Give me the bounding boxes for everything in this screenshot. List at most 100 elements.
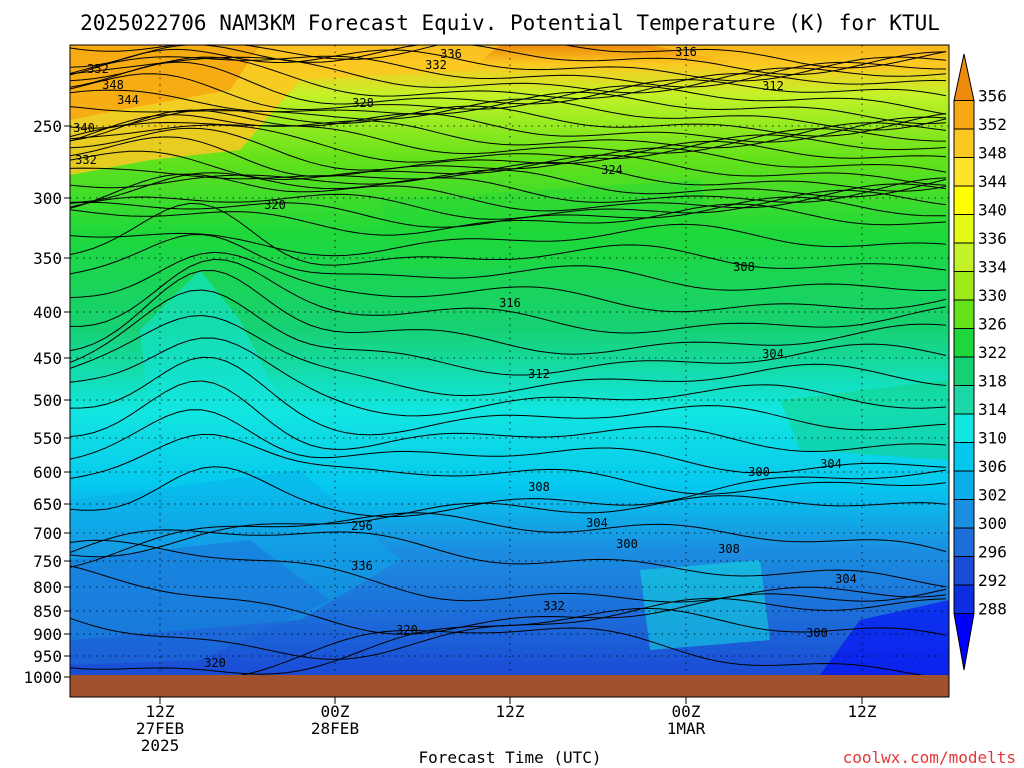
contour-line xyxy=(70,114,947,149)
chart-title: 2025022706 NAM3KM Forecast Equiv. Potent… xyxy=(80,11,940,35)
y-tick-label: 350 xyxy=(33,249,62,268)
contour-line xyxy=(70,258,947,334)
colorbar-label: 314 xyxy=(978,400,1007,419)
contour-label: 304 xyxy=(586,516,608,530)
colorbar-swatch xyxy=(953,442,975,472)
colorbar-label: 326 xyxy=(978,314,1007,333)
contour-line xyxy=(70,289,947,376)
contour-line xyxy=(70,529,947,588)
contour-label: 336 xyxy=(440,47,462,61)
contour-label: 328 xyxy=(352,96,374,110)
colorbar-swatch xyxy=(953,499,975,529)
colorbar-swatch xyxy=(953,527,975,557)
x-tick-label: 12Z xyxy=(848,702,877,721)
colorbar-label: 356 xyxy=(978,86,1007,105)
contour-label: 340 xyxy=(73,121,95,135)
contour-line xyxy=(70,202,947,271)
contour-line xyxy=(70,169,947,198)
x-axis-label: Forecast Time (UTC) xyxy=(418,748,601,767)
contour-label: 308 xyxy=(528,480,550,494)
contour-label: 348 xyxy=(102,78,124,92)
x-tick-label: 28FEB xyxy=(311,719,359,738)
colorbar-swatch xyxy=(953,356,975,386)
contour-line xyxy=(70,173,947,212)
ground-strip xyxy=(70,675,949,697)
colorbar-label: 352 xyxy=(978,115,1007,134)
colorbar: 356 352 348 344 340 336 334 330 326 322 318 314 310 3… xyxy=(953,53,1007,671)
contour-line xyxy=(70,337,947,417)
contour-line xyxy=(70,607,947,675)
contour-line xyxy=(70,105,947,137)
contour-line xyxy=(70,121,947,155)
contour-line xyxy=(70,136,947,178)
colorbar-label: 322 xyxy=(978,343,1007,362)
colorbar-label: 296 xyxy=(978,542,1007,561)
contour-line xyxy=(70,466,947,518)
contour-label: 336 xyxy=(351,559,373,573)
shaded-region xyxy=(380,180,720,270)
contour-label: 296 xyxy=(351,519,373,533)
contour-line xyxy=(70,55,947,88)
colorbar-label: 336 xyxy=(978,229,1007,248)
credit-text: coolwx.com/modelts xyxy=(843,748,1016,767)
contour-line xyxy=(70,203,947,236)
contour-line xyxy=(70,269,947,355)
colorbar-label: 306 xyxy=(978,457,1007,476)
contour-line xyxy=(70,124,947,163)
colorbar-swatch xyxy=(953,328,975,358)
contour-line xyxy=(70,150,947,186)
x-tick-label: 00Z xyxy=(672,702,701,721)
colorbar-swatch xyxy=(953,100,975,130)
colorbar-swatch xyxy=(953,271,975,301)
contour-label: 312 xyxy=(762,79,784,93)
contour-line xyxy=(70,127,947,171)
colorbar-swatch xyxy=(953,128,975,158)
y-tick-label: 550 xyxy=(33,429,62,448)
y-tick-label: 750 xyxy=(33,552,62,571)
contour-label: 332 xyxy=(425,58,447,72)
contour-line xyxy=(70,45,947,69)
contour-line xyxy=(70,45,947,76)
contour-line xyxy=(70,73,947,115)
y-tick-label: 250 xyxy=(33,117,62,136)
colorbar-swatch xyxy=(953,385,975,415)
colorbar-label: 330 xyxy=(978,286,1007,305)
contour-line xyxy=(70,565,947,635)
colorbar-label: 334 xyxy=(978,257,1007,276)
contour-line xyxy=(70,189,947,220)
shaded-region xyxy=(140,270,280,420)
contour-label: 304 xyxy=(820,457,842,471)
y-tick-label: 800 xyxy=(33,578,62,597)
contour-line xyxy=(70,512,947,568)
colorbar-top-arrow xyxy=(953,53,975,101)
colorbar-label: 292 xyxy=(978,571,1007,590)
colorbar-label: 318 xyxy=(978,371,1007,390)
colorbar-label: 288 xyxy=(978,599,1007,618)
colorbar-swatch xyxy=(953,185,975,215)
y-tick-label: 700 xyxy=(33,524,62,543)
y-tick-label: 950 xyxy=(33,647,62,666)
contour-label: 316 xyxy=(499,296,521,310)
colorbar-label: 310 xyxy=(978,428,1007,447)
contour-label: 308 xyxy=(733,260,755,274)
contour-label: 300 xyxy=(616,537,638,551)
contour-line xyxy=(70,409,947,474)
contour-label: 316 xyxy=(675,45,697,59)
contour-label: 304 xyxy=(835,572,857,586)
colorbar-label: 300 xyxy=(978,514,1007,533)
colorbar-swatch xyxy=(953,584,975,614)
contour-label: 324 xyxy=(601,163,623,177)
colorbar-label: 302 xyxy=(978,485,1007,504)
contour-line xyxy=(70,356,947,436)
y-tick-label: 400 xyxy=(33,303,62,322)
colorbar-swatch xyxy=(953,157,975,187)
colorbar-label: 340 xyxy=(978,200,1007,219)
y-tick-label: 900 xyxy=(33,625,62,644)
y-tick-label: 450 xyxy=(33,349,62,368)
contour-line xyxy=(70,433,947,495)
colorbar-swatch xyxy=(953,470,975,500)
shaded-region xyxy=(640,560,770,650)
colorbar-swatch xyxy=(953,299,975,329)
contour-label: 320 xyxy=(204,656,226,670)
contour-line xyxy=(70,251,947,313)
